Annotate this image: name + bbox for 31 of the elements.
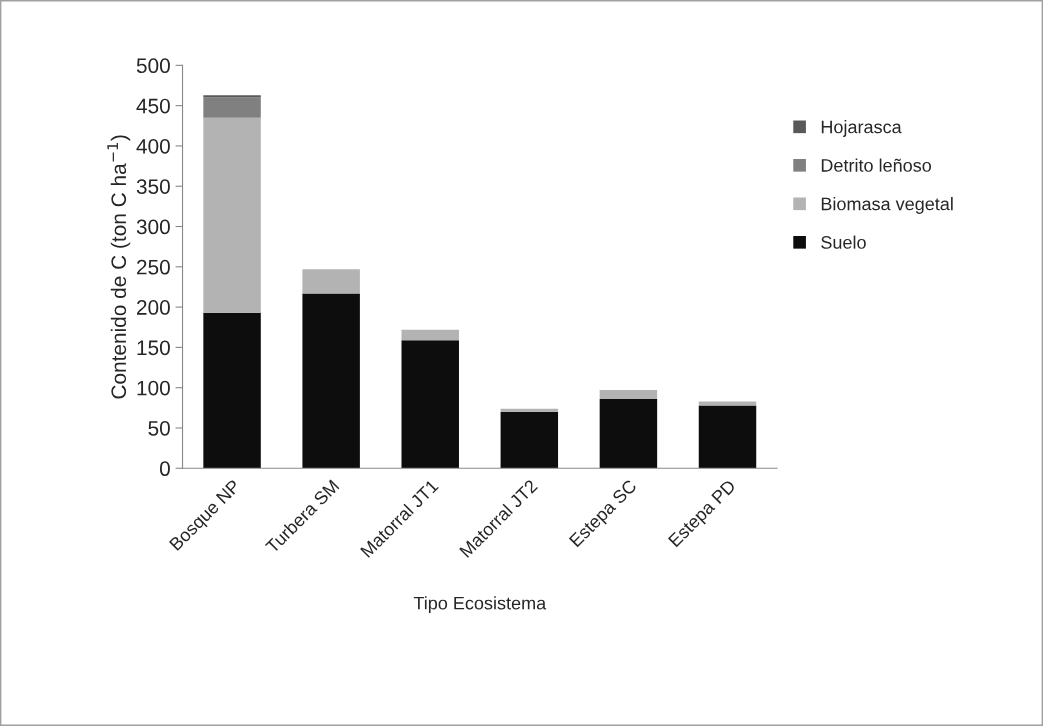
bar [401, 340, 459, 469]
bar [203, 95, 261, 98]
bar [203, 117, 261, 313]
legend-label: Suelo [821, 235, 866, 249]
x-axis-title: Tipo Ecosistema [413, 596, 547, 614]
bar [698, 405, 757, 469]
y-tick-label: 150 [137, 340, 170, 356]
y-axis-title: Contenido de C (ton C ha$^{−1}$) [107, 135, 131, 399]
bar [401, 329, 459, 341]
legend-label: Detrito leñoso [821, 158, 932, 172]
bar [302, 269, 360, 294]
y-tick-label: 400 [136, 138, 170, 154]
y-tick-label: 100 [137, 380, 170, 396]
y-tick-label: 50 [148, 420, 170, 436]
y-tick-label: 0 [159, 461, 170, 477]
legend-label: Biomasa vegetal [821, 197, 953, 214]
y-tick-label: 350 [136, 179, 170, 194]
bar [599, 398, 658, 469]
legend-label: Hojarasca [821, 120, 902, 137]
bar [203, 97, 261, 118]
y-tick-label: 450 [136, 98, 170, 114]
bar [203, 312, 261, 469]
y-tick-label: 200 [137, 300, 170, 315]
y-tick-label: 250 [137, 259, 170, 275]
bar [500, 408, 559, 412]
bar [698, 401, 757, 406]
bar [599, 390, 658, 399]
y-tick-label: 500 [136, 58, 170, 74]
y-tick-label: 300 [136, 219, 170, 235]
bar [500, 411, 559, 469]
bar [302, 293, 360, 469]
